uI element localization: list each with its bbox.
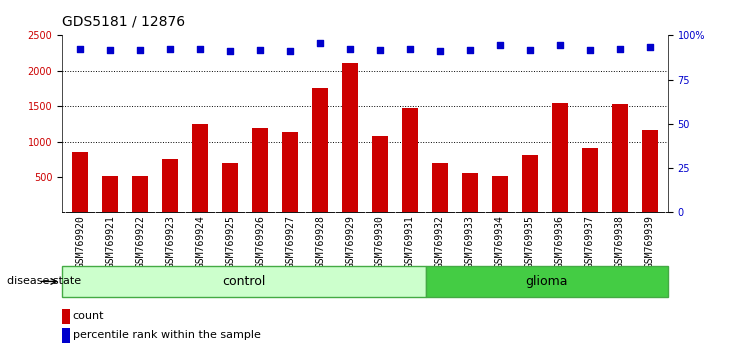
Text: GDS5181 / 12876: GDS5181 / 12876 [62,14,185,28]
Text: GSM769928: GSM769928 [315,215,325,268]
Text: GSM769926: GSM769926 [255,215,265,268]
Point [464,47,476,53]
Bar [222,163,238,212]
Bar [552,103,568,212]
Bar [72,152,88,212]
Bar [492,176,508,212]
Text: GSM769934: GSM769934 [495,215,505,268]
Bar [462,173,478,212]
Point [554,42,566,48]
Text: count: count [73,311,104,321]
Text: GSM769931: GSM769931 [405,215,415,268]
Bar [101,176,118,212]
Bar [62,266,426,297]
Text: GSM769937: GSM769937 [585,215,595,268]
Bar [431,163,448,212]
Bar [132,176,148,212]
Point [194,46,206,52]
Bar [342,63,358,212]
Bar [582,148,598,212]
Bar [426,266,668,297]
Point [494,42,506,48]
Text: GSM769930: GSM769930 [375,215,385,268]
Text: GSM769938: GSM769938 [615,215,625,268]
Point [104,47,116,53]
Text: GSM769933: GSM769933 [465,215,475,268]
Point [254,47,266,52]
Text: GSM769927: GSM769927 [285,215,295,268]
Text: GSM769925: GSM769925 [225,215,235,268]
Bar [62,328,69,343]
Text: GSM769923: GSM769923 [165,215,175,268]
Text: glioma: glioma [526,275,568,288]
Text: GSM769921: GSM769921 [105,215,115,268]
Point [164,46,176,52]
Text: GSM769932: GSM769932 [435,215,445,268]
Point [404,46,416,52]
Bar [312,88,328,212]
Bar [252,128,268,212]
Point [374,47,386,53]
Text: GSM769922: GSM769922 [135,215,145,268]
Point [614,46,626,52]
Text: GSM769939: GSM769939 [645,215,655,268]
Bar [192,124,208,212]
Bar [372,136,388,212]
Bar [402,108,418,212]
Point [314,40,326,46]
Bar [522,155,538,212]
Text: GSM769929: GSM769929 [345,215,355,268]
Point [284,48,296,53]
Text: GSM769936: GSM769936 [555,215,565,268]
Point [434,48,446,53]
Bar [62,309,69,324]
Point [74,46,86,52]
Point [524,47,536,53]
Bar [612,104,629,212]
Text: GSM769920: GSM769920 [75,215,85,268]
Point [344,46,356,52]
Text: percentile rank within the sample: percentile rank within the sample [73,330,261,341]
Point [584,47,596,53]
Point [644,44,656,50]
Text: control: control [222,275,266,288]
Bar [282,132,299,212]
Point [224,48,236,53]
Bar [642,130,658,212]
Bar [162,159,178,212]
Text: disease state: disease state [7,276,82,286]
Text: GSM769924: GSM769924 [195,215,205,268]
Text: GSM769935: GSM769935 [525,215,535,268]
Point [134,47,146,53]
